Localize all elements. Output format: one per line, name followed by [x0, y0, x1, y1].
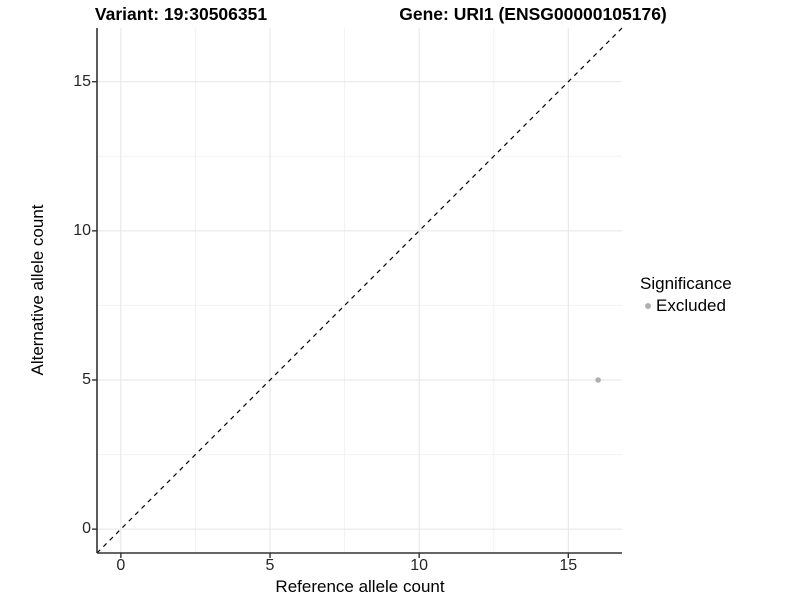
y-axis-title: Alternative allele count [28, 204, 47, 376]
x-axis-title: Reference allele count [275, 577, 445, 596]
x-tick-label: 10 [410, 557, 429, 574]
excluded-point-icon [645, 303, 651, 309]
y-tick-label: 0 [82, 520, 91, 538]
plot-title-variant: Variant: 19:30506351 [94, 4, 268, 24]
data-point [595, 377, 601, 383]
legend-item-label: Excluded [656, 296, 726, 315]
identity-dashed-line [96, 27, 623, 554]
y-tick-label: 5 [82, 370, 91, 388]
y-tick-label: 15 [73, 72, 91, 90]
legend-key [640, 298, 656, 314]
x-tick-label: 5 [265, 557, 275, 574]
x-tick-label: 15 [559, 557, 578, 574]
legend-item-excluded: Excluded [640, 296, 732, 316]
y-tick-label: 10 [73, 221, 91, 239]
legend: Significance Excluded [640, 274, 732, 316]
plot-title-gene: Gene: URI1 (ENSG00000105176) [399, 4, 667, 24]
plot-panel [92, 27, 623, 558]
legend-title: Significance [640, 274, 732, 293]
plot-canvas [92, 27, 623, 558]
x-tick-label: 0 [116, 557, 126, 574]
